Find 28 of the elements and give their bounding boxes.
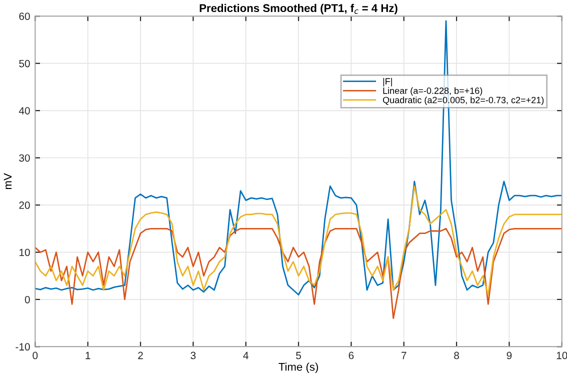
x-tick-label: 2 xyxy=(138,352,143,360)
x-tick-label: 8 xyxy=(454,352,459,360)
line-series xyxy=(35,185,562,296)
y-tick-label: 10 xyxy=(20,248,30,256)
y-tick-label: 60 xyxy=(19,12,30,20)
legend-label: Quadratic (a2=0.005, b2=-0.73, c2=+21) xyxy=(382,96,544,106)
y-tick-label: 20 xyxy=(19,202,30,209)
line-series xyxy=(35,228,562,320)
x-tick-label: 9 xyxy=(506,352,512,360)
legend-label: |F| xyxy=(383,78,392,86)
x-tick-label: 3 xyxy=(190,352,196,360)
line-series xyxy=(35,20,562,296)
x-tick-label: 7 xyxy=(402,352,406,360)
chart-title: Predictions Smoothed (PT1, f$_{c}$ = 4 Hz) xyxy=(200,4,398,14)
x-tick-label: 1 xyxy=(86,352,90,360)
legend-label: Linear (a=-0.228, b=+16) xyxy=(383,87,482,96)
y-tick-label: 0 xyxy=(24,296,30,304)
x-tick-label: 10 xyxy=(556,352,567,360)
x-axis-title: Time (s) xyxy=(278,362,318,373)
y-tick-label: 40 xyxy=(18,107,30,114)
y-axis-title: mV xyxy=(4,173,12,190)
x-tick-label: 6 xyxy=(348,352,354,360)
x-tick-label: 0 xyxy=(32,352,38,360)
x-tick-label: 4 xyxy=(243,352,248,360)
x-tick-label: 5 xyxy=(296,352,301,360)
y-tick-label: -10 xyxy=(16,343,30,351)
y-tick-label: 30 xyxy=(19,154,30,162)
y-tick-label: 50 xyxy=(19,60,30,68)
